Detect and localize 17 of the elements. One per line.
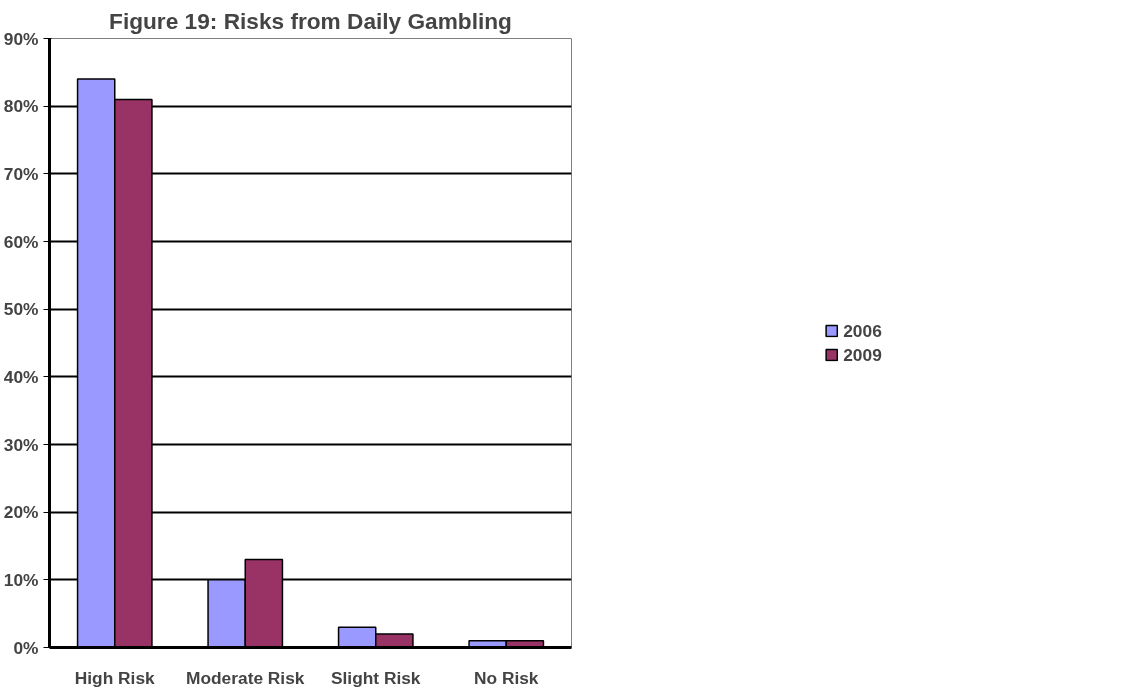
y-tick-label: 10% xyxy=(3,569,39,590)
x-tick-label: Moderate Risk xyxy=(186,667,305,688)
x-tick-label: No Risk xyxy=(473,667,539,688)
y-tick-label: 70% xyxy=(3,163,39,184)
x-tick-label: High Risk xyxy=(74,667,156,688)
y-tick-label: 90% xyxy=(3,28,39,49)
y-tick-label: 0% xyxy=(13,637,39,658)
y-tick-label: 40% xyxy=(3,366,39,387)
y-tick-label: 60% xyxy=(3,231,39,252)
legend-label: 2009 xyxy=(843,344,882,365)
y-tick-label: 80% xyxy=(3,96,39,117)
y-tick-label: 50% xyxy=(3,299,39,320)
y-tick-label: 30% xyxy=(3,434,39,455)
x-tick-label: Slight Risk xyxy=(330,667,421,688)
legend-label: 2006 xyxy=(843,320,882,341)
chart-title: Figure 19: Risks from Daily Gambling xyxy=(109,7,512,34)
y-tick-label: 20% xyxy=(3,502,39,523)
